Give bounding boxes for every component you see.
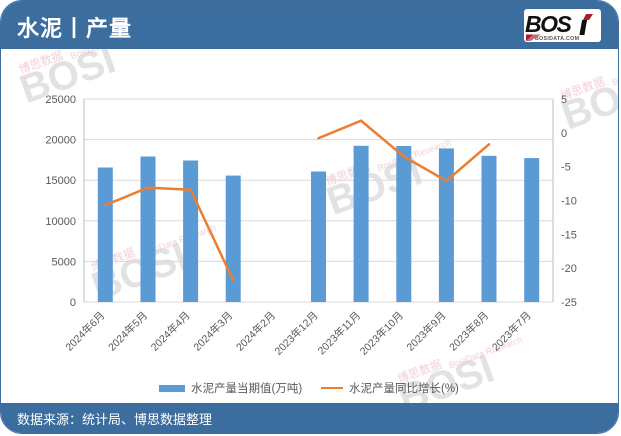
- svg-text:15000: 15000: [45, 175, 76, 187]
- svg-text:5000: 5000: [52, 256, 76, 268]
- svg-text:10000: 10000: [45, 216, 76, 228]
- svg-text:20000: 20000: [45, 135, 76, 147]
- svg-text:-25: -25: [561, 297, 577, 309]
- svg-text:5: 5: [561, 94, 567, 106]
- svg-text:BOS: BOS: [525, 11, 573, 37]
- svg-text:0: 0: [561, 128, 567, 140]
- svg-text:-20: -20: [561, 263, 577, 275]
- svg-text:-10: -10: [561, 196, 577, 208]
- svg-text:0: 0: [70, 297, 76, 309]
- svg-text:-5: -5: [561, 162, 571, 174]
- svg-text:BOSIDATA.COM: BOSIDATA.COM: [535, 36, 580, 42]
- svg-text:25000: 25000: [45, 94, 76, 106]
- svg-text:-15: -15: [561, 229, 577, 241]
